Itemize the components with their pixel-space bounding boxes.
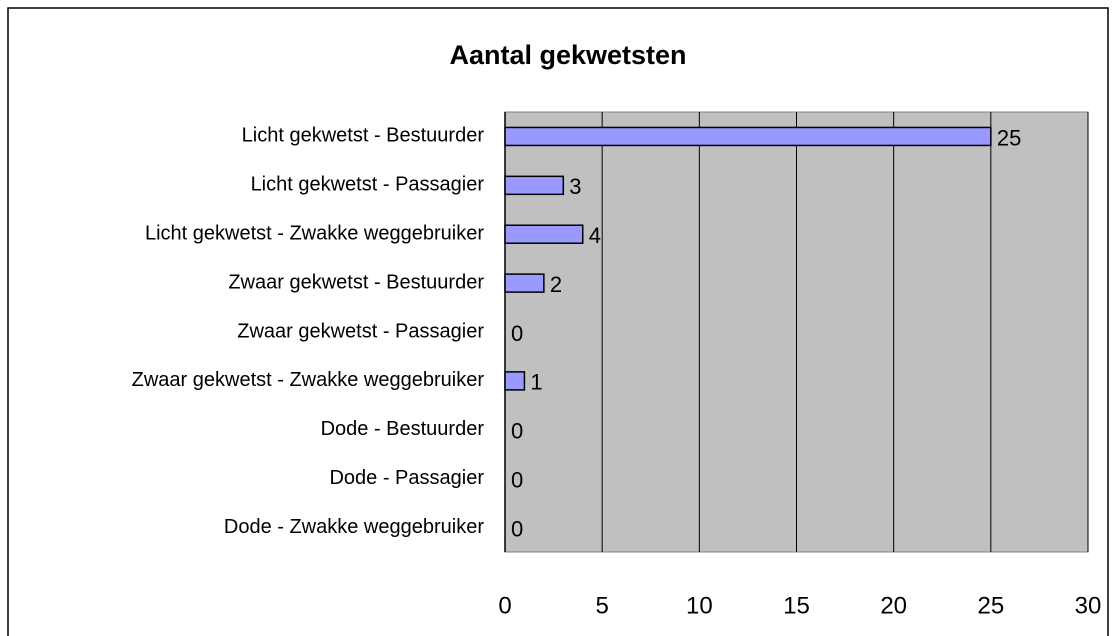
data-label: 2 <box>550 272 562 297</box>
bar <box>504 371 526 391</box>
data-label: 3 <box>569 174 581 199</box>
bar <box>504 273 545 293</box>
x-tick-label: 20 <box>880 592 907 619</box>
data-label: 1 <box>530 370 542 395</box>
bar <box>504 175 565 196</box>
y-tick-label: Dode - Passagier <box>329 467 484 489</box>
data-label: 0 <box>511 419 523 444</box>
data-label: 4 <box>589 223 601 248</box>
x-tick-label: 25 <box>977 592 1004 619</box>
bar <box>504 224 584 244</box>
x-tick-label: 5 <box>595 592 608 619</box>
x-tick-label: 10 <box>686 592 713 619</box>
data-label: 0 <box>511 516 523 541</box>
data-label: 0 <box>511 467 523 492</box>
x-tick-label: 15 <box>783 592 810 619</box>
bar <box>504 126 992 147</box>
y-tick-label: Licht gekwetst - Passagier <box>251 174 485 196</box>
y-tick-label: Zwaar gekwetst - Passagier <box>237 320 484 342</box>
y-tick-label: Licht gekwetst - Zwakke weggebruiker <box>145 223 484 245</box>
y-tick-label: Zwaar gekwetst - Zwakke weggebruiker <box>132 369 485 391</box>
x-tick-label: 0 <box>498 592 511 619</box>
chart-title: Aantal gekwetsten <box>449 40 686 70</box>
x-tick-label: 30 <box>1075 592 1102 619</box>
data-label: 25 <box>997 125 1021 150</box>
y-tick-label: Dode - Bestuurder <box>321 418 485 440</box>
y-tick-label: Licht gekwetst - Bestuurder <box>242 125 485 147</box>
data-label: 0 <box>511 321 523 346</box>
y-tick-label: Dode - Zwakke weggebruiker <box>224 516 484 538</box>
y-tick-label: Zwaar gekwetst - Bestuurder <box>228 271 484 293</box>
